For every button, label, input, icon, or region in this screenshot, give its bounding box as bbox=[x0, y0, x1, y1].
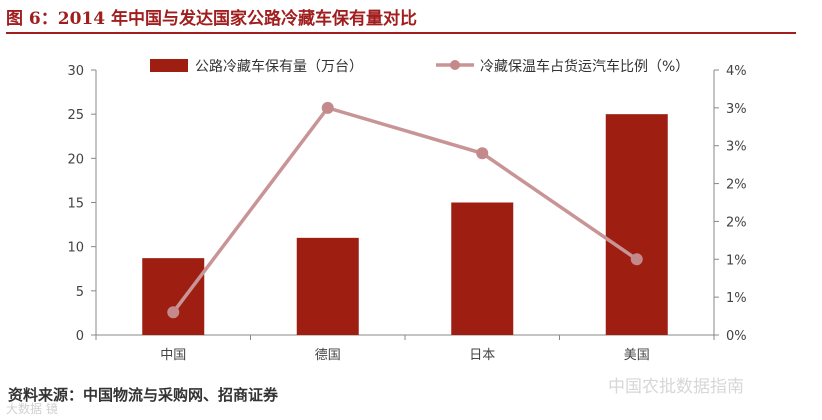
right-tick-label: 2% bbox=[726, 178, 747, 193]
right-tick-label: 4% bbox=[726, 64, 747, 79]
left-tick-label: 20 bbox=[67, 152, 84, 167]
bar bbox=[296, 237, 359, 335]
line-point bbox=[321, 101, 334, 114]
left-tick-label: 25 bbox=[67, 108, 84, 123]
x-axis: 中国 德国 日本 美国 bbox=[95, 334, 715, 363]
right-axis: 0% 1% 1% 2% 2% 3% 3% 4% bbox=[713, 64, 747, 344]
right-tick-label: 3% bbox=[726, 140, 747, 155]
source-note: 资料来源：中国物流与采购网、招商证券 bbox=[8, 386, 279, 404]
line-point bbox=[476, 147, 489, 160]
left-tick-label: 0 bbox=[76, 329, 84, 344]
title-rule bbox=[6, 32, 796, 34]
bar-series bbox=[142, 114, 668, 336]
left-tick-label: 30 bbox=[67, 64, 84, 79]
legend-line-marker bbox=[450, 60, 460, 70]
left-tick-label: 10 bbox=[67, 241, 84, 256]
line-point bbox=[630, 253, 643, 266]
legend-bar-label: 公路冷藏车保有量（万台） bbox=[195, 58, 363, 75]
watermark-left: 大数据 镜 bbox=[6, 402, 58, 416]
right-tick-label: 0% bbox=[726, 329, 747, 344]
left-tick-label: 5 bbox=[76, 285, 84, 300]
bar bbox=[605, 114, 668, 336]
x-tick-label: 德国 bbox=[315, 348, 341, 363]
left-tick-label: 15 bbox=[67, 197, 84, 212]
line-path bbox=[171, 105, 638, 314]
right-tick-label: 2% bbox=[726, 215, 747, 230]
bar bbox=[451, 202, 514, 335]
legend-bar-swatch bbox=[150, 59, 188, 72]
right-tick-label: 1% bbox=[726, 253, 747, 268]
legend-line-label: 冷藏保温车占货运汽车比例（%） bbox=[480, 58, 689, 75]
line-series bbox=[167, 101, 643, 319]
figure-title: 图 6：2014 年中国与发达国家公路冷藏车保有量对比 bbox=[6, 9, 417, 29]
bar bbox=[142, 258, 205, 335]
line-point bbox=[167, 306, 180, 319]
x-tick-label: 日本 bbox=[469, 348, 495, 363]
right-tick-label: 1% bbox=[726, 291, 747, 306]
x-tick-label: 美国 bbox=[624, 348, 650, 363]
left-axis: 0 5 10 15 20 25 30 bbox=[67, 64, 97, 344]
x-tick-label: 中国 bbox=[160, 348, 186, 363]
legend: 公路冷藏车保有量（万台） 冷藏保温车占货运汽车比例（%） bbox=[150, 58, 689, 75]
right-tick-label: 3% bbox=[726, 102, 747, 117]
watermark-right: 中国农批数据指南 bbox=[608, 377, 744, 397]
